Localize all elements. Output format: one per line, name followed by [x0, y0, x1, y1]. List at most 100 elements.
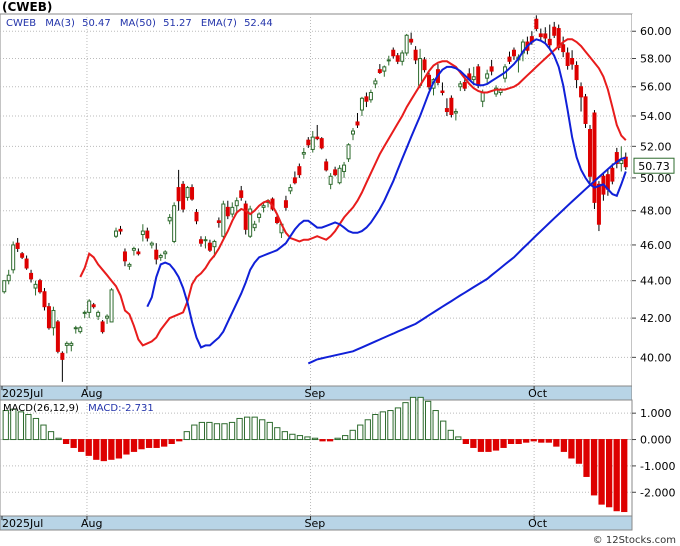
candle-up: [328, 175, 333, 185]
macd-bar: [455, 436, 462, 441]
candle-down: [561, 44, 566, 53]
candle-up: [386, 59, 391, 62]
candle-down: [543, 33, 548, 39]
macd-bar: [145, 439, 153, 448]
candle-up: [480, 91, 485, 102]
candle-down: [24, 258, 29, 269]
candle-up: [234, 200, 239, 207]
candle-down: [444, 108, 449, 113]
macd-bar: [228, 421, 236, 441]
macd-bar: [85, 439, 92, 456]
macd-tick-label: -1.000: [640, 460, 675, 473]
candle-up: [172, 205, 177, 242]
macd-date-axis-band: [0, 515, 633, 531]
candle-down: [552, 26, 557, 36]
candle-up: [382, 66, 387, 72]
macd-bar: [319, 439, 326, 442]
candle-down: [409, 38, 414, 43]
macd-tick-label: -2.000: [640, 486, 675, 499]
candle-down: [292, 177, 297, 184]
price-tick-label: 44.00: [640, 275, 672, 288]
candle-down: [315, 136, 320, 140]
price-tick-label: 54.00: [640, 110, 672, 123]
candle-up: [288, 187, 293, 192]
candle-down: [324, 161, 329, 171]
macd-bar: [153, 439, 160, 448]
candle-up: [418, 58, 423, 86]
candle-up: [252, 223, 257, 229]
watermark: © 12Stocks.com: [593, 535, 676, 546]
candle-down: [60, 352, 65, 360]
ema7-line: [79, 38, 627, 347]
macd-bar: [447, 429, 454, 441]
macd-bar: [251, 416, 258, 441]
price-panel-frame: [0, 13, 633, 387]
candle-down: [283, 200, 288, 208]
macd-bar: [100, 439, 107, 462]
macd-bar: [379, 411, 387, 441]
macd-bar: [440, 420, 447, 441]
candle-down: [55, 321, 60, 352]
date-axis-label: Aug: [81, 517, 102, 530]
candle-down: [422, 59, 427, 71]
candle-up: [82, 311, 87, 314]
macd-bar: [590, 439, 598, 496]
candle-up: [485, 73, 490, 79]
macd-tick-label: 0.000: [640, 434, 672, 447]
macd-bar: [606, 439, 613, 508]
price-tick-label: 52.00: [640, 140, 672, 153]
candle-up: [453, 111, 458, 114]
date-axis-label: 2025Jul: [2, 517, 43, 530]
candle-up: [346, 144, 351, 160]
candle-down: [377, 69, 382, 73]
macd-bar: [575, 439, 583, 464]
date-axis-label: Oct: [528, 387, 548, 400]
macd-bar: [281, 431, 288, 441]
candle-up: [203, 239, 208, 242]
candle-up: [301, 152, 306, 155]
macd-axis-ticks: -2.000 -1.000 0.000 1.000: [632, 407, 675, 499]
macd-bar: [598, 439, 605, 505]
candle-up: [114, 230, 119, 237]
macd-bar: [432, 410, 439, 441]
macd-bar: [364, 419, 371, 441]
candle-down: [556, 28, 561, 48]
candle-down: [38, 280, 43, 293]
macd-bar: [47, 431, 55, 441]
macd-bar: [342, 435, 349, 441]
candle-up: [404, 34, 409, 54]
candle-up: [131, 247, 136, 251]
date-axis-label: Sep: [305, 517, 326, 530]
price-tick-label: 60.00: [640, 25, 672, 38]
candle-up: [342, 164, 347, 172]
candle-up: [11, 244, 16, 271]
macd-bar: [387, 410, 394, 441]
date-axis-label: 2025Jul: [2, 387, 43, 400]
candle-down: [319, 138, 324, 149]
candle-down: [489, 66, 494, 72]
candle-up: [351, 130, 356, 135]
price-tick-label: 50.00: [640, 172, 672, 185]
chart-title: (CWEB): [2, 0, 52, 14]
legend-ema7-value: 52.44: [244, 18, 273, 29]
legend-symbol: CWEB: [6, 18, 36, 29]
candle-up: [109, 289, 114, 323]
candle-up: [105, 315, 110, 319]
macd-bar: [462, 439, 469, 444]
candle-up: [458, 83, 463, 88]
macd-bar: [372, 414, 379, 441]
macd-bar: [568, 439, 575, 459]
candle-up: [619, 159, 624, 165]
candle-down: [216, 220, 221, 224]
legend-ma50-value: 51.27: [163, 18, 192, 29]
macd-bar: [326, 439, 334, 442]
candle-down: [623, 156, 628, 168]
candle-up: [140, 230, 145, 236]
legend-ma3-value: 50.47: [82, 18, 111, 29]
candle-down: [42, 291, 47, 308]
price-tick-label: 42.00: [640, 312, 672, 325]
candle-down: [194, 211, 199, 222]
candle-up: [127, 263, 132, 267]
candle-up: [230, 206, 235, 215]
